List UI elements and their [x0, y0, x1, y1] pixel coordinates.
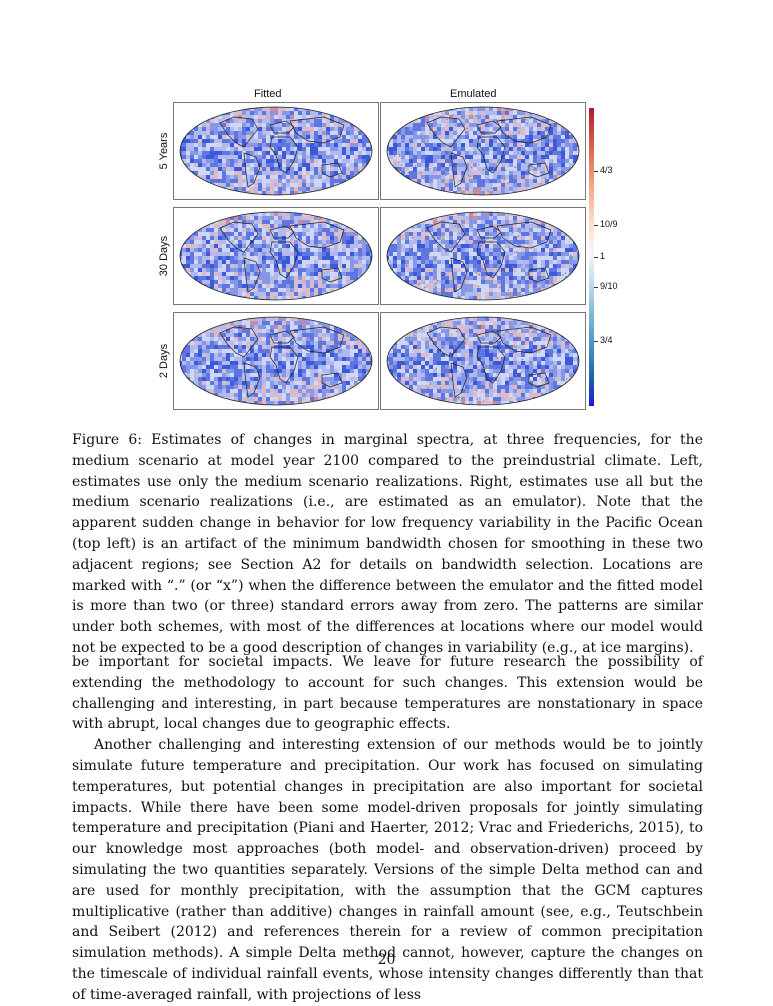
map-emulated-5-years — [380, 102, 586, 200]
column-header-emulated: Emulated — [450, 88, 496, 100]
colorbar-tick — [594, 257, 598, 258]
figure-caption: Figure 6: Estimates of changes in margin… — [72, 430, 703, 659]
colorbar-tick — [594, 341, 598, 342]
row-label-5-years: 5 Years — [158, 126, 170, 176]
colorbar-tick — [594, 225, 598, 226]
colorbar-tick — [594, 287, 598, 288]
colorbar-label-10-9: 10/9 — [600, 219, 618, 229]
row-label-2-days: 2 Days — [158, 336, 170, 386]
row-label-30-days: 30 Days — [158, 231, 170, 281]
page-number: 20 — [0, 952, 773, 968]
figure-6: Fitted Emulated 5 Years 30 Days 2 Days 4… — [150, 80, 630, 420]
map-emulated-2-days — [380, 312, 586, 410]
column-header-fitted: Fitted — [254, 88, 282, 100]
colorbar-label-9-10: 9/10 — [600, 281, 618, 291]
map-emulated-30-days — [380, 207, 586, 305]
colorbar-tick — [594, 171, 598, 172]
map-fitted-2-days — [173, 312, 379, 410]
map-fitted-5-years — [173, 102, 379, 200]
map-fitted-30-days — [173, 207, 379, 305]
colorbar-label-3-4: 3/4 — [600, 335, 613, 345]
colorbar-label-4-3: 4/3 — [600, 165, 613, 175]
colorbar-label-1: 1 — [600, 251, 605, 261]
paragraph: be important for societal impacts. We le… — [72, 652, 703, 735]
